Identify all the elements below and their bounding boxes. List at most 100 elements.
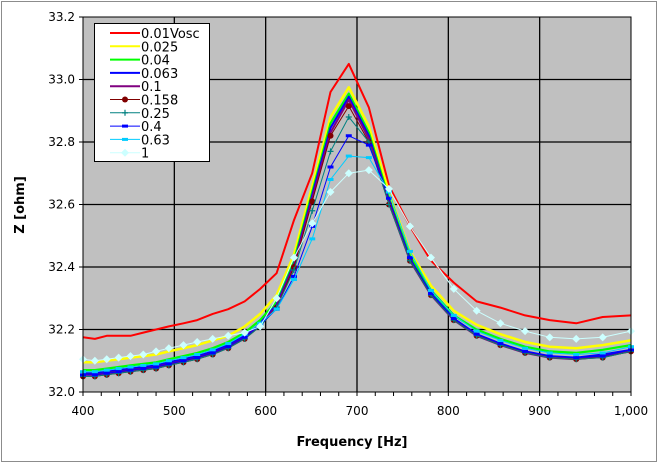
data-point: [209, 348, 216, 352]
data-point: [345, 154, 352, 158]
y-tick-label: 32.0: [48, 385, 75, 399]
data-point: [180, 359, 187, 363]
data-point: [345, 134, 352, 138]
legend-item: 0.63: [110, 133, 170, 148]
x-axis-title: Frequency [Hz]: [297, 435, 408, 450]
data-point: [127, 368, 134, 372]
data-point: [103, 371, 110, 375]
series-1: [79, 166, 635, 365]
data-point: [180, 356, 187, 360]
data-point: [546, 354, 553, 358]
series-0-01Vosc: [82, 62, 632, 340]
data-point: [427, 288, 434, 292]
data-point: [344, 169, 353, 178]
legend-item: 1: [110, 147, 149, 162]
data-point: [327, 178, 334, 181]
data-point: [521, 327, 530, 336]
data-point: [90, 356, 99, 365]
y-tick-label: 32.4: [48, 260, 75, 274]
data-point: [256, 322, 265, 331]
data-point: [327, 165, 334, 169]
data-point: [179, 341, 188, 350]
y-tick-label: 33.0: [48, 73, 75, 87]
data-point: [327, 132, 334, 139]
data-point: [546, 351, 553, 355]
data-point: [473, 329, 480, 333]
legend-label: 0.04: [141, 54, 170, 69]
data-point: [194, 356, 201, 360]
data-point: [273, 307, 280, 311]
data-point: [599, 351, 606, 355]
data-point: [115, 367, 122, 371]
data-point: [496, 319, 505, 328]
data-point: [102, 355, 111, 364]
data-point: [289, 253, 298, 262]
x-tick-label: 800: [437, 404, 460, 418]
data-point: [153, 362, 160, 366]
legend-label: 0.158: [141, 94, 178, 109]
legend-item: 0.063: [110, 67, 178, 82]
data-point: [103, 368, 110, 372]
legend-label: 0.25: [141, 107, 170, 122]
data-point: [406, 249, 413, 253]
data-point: [114, 353, 123, 362]
legend-label: 1: [141, 147, 149, 162]
data-point: [599, 354, 606, 358]
legend-item: 0.025: [110, 40, 178, 55]
legend-item: 0.4: [110, 120, 162, 135]
x-tick-label: 400: [72, 404, 95, 418]
y-tick-label: 32.2: [48, 323, 75, 337]
legend-label: 0.1: [141, 80, 162, 95]
data-point: [449, 284, 458, 293]
data-point: [165, 362, 172, 366]
data-point: [272, 294, 281, 303]
data-point: [473, 332, 480, 336]
data-point: [122, 124, 128, 128]
data-point: [364, 166, 373, 175]
data-point: [140, 367, 147, 371]
series-line: [82, 62, 632, 340]
data-point: [426, 253, 435, 262]
data-point: [497, 338, 504, 342]
data-point: [365, 143, 372, 147]
data-point: [153, 365, 160, 369]
data-point: [572, 334, 581, 343]
data-point: [290, 274, 297, 278]
data-point: [406, 256, 413, 260]
y-tick-label: 32.8: [48, 135, 75, 149]
legend-item: 0.1: [110, 80, 162, 95]
data-point: [122, 137, 128, 141]
data-point: [573, 356, 580, 360]
data-point: [139, 350, 148, 359]
data-point: [122, 109, 128, 116]
data-point: [91, 373, 98, 377]
data-point: [573, 353, 580, 356]
data-point: [365, 156, 372, 160]
data-point: [126, 352, 135, 361]
data-point: [450, 317, 457, 321]
legend-item: 0.158: [110, 94, 178, 109]
data-point: [194, 353, 201, 356]
data-point: [345, 103, 352, 110]
x-tick-label: 700: [346, 404, 369, 418]
data-point: [140, 363, 147, 367]
data-point: [545, 333, 554, 342]
data-point: [240, 328, 249, 337]
data-point: [308, 219, 317, 228]
x-tick-label: 600: [254, 404, 277, 418]
data-point: [405, 222, 414, 231]
legend-label: 0.063: [141, 67, 178, 82]
data-point: [224, 331, 233, 340]
data-point: [241, 335, 248, 339]
data-point: [193, 338, 202, 346]
data-point: [522, 346, 529, 350]
data-point: [326, 188, 335, 196]
data-point: [225, 345, 232, 349]
y-axis-title: Z [ohm]: [13, 176, 28, 234]
data-point: [91, 370, 98, 374]
data-point: [385, 196, 392, 200]
data-point: [309, 207, 316, 214]
data-point: [208, 334, 217, 343]
data-point: [209, 351, 216, 355]
